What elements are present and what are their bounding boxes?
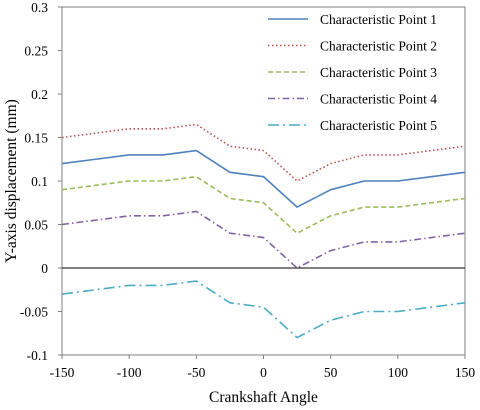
- series-line-2: [61, 123, 466, 182]
- legend-label-4: Characteristic Point 4: [320, 92, 437, 107]
- x-tick-label: -50: [187, 365, 205, 380]
- series-line-5: [61, 280, 466, 339]
- y-tick-label: 0.1: [31, 174, 48, 189]
- plot-border: [61, 6, 466, 356]
- x-tick-label: -150: [50, 365, 75, 380]
- series-line-3: [61, 175, 466, 234]
- y-tick-label: 0.15: [24, 131, 48, 146]
- series-line-4: [61, 210, 466, 269]
- legend: Characteristic Point 1 Characteristic Poi…: [268, 12, 437, 133]
- x-tick-label: 150: [455, 365, 476, 380]
- x-axis-ticks: -150 -100 -50 0 50 100 150: [50, 355, 476, 380]
- y-tick-label: 0.25: [24, 44, 48, 59]
- y-tick-label: 0.3: [31, 0, 48, 15]
- legend-label-5: Characteristic Point 5: [320, 118, 437, 133]
- legend-label-2: Characteristic Point 2: [320, 39, 437, 54]
- plot-area: [61, 6, 466, 356]
- legend-label-1: Characteristic Point 1: [320, 12, 437, 27]
- y-tick-label: 0.2: [31, 87, 48, 102]
- series-lines: [61, 123, 466, 339]
- series-line-1: [61, 149, 466, 208]
- y-axis-title: Y-axis displacement (mm): [3, 99, 20, 263]
- x-axis-title: Crankshaft Angle: [209, 389, 318, 406]
- y-tick-label: 0.05: [24, 218, 48, 233]
- x-tick-label: 50: [324, 365, 338, 380]
- y-tick-label: -0.05: [20, 305, 48, 320]
- y-tick-label: -0.1: [27, 348, 48, 363]
- x-tick-label: 100: [388, 365, 409, 380]
- legend-label-3: Characteristic Point 3: [320, 65, 437, 80]
- x-tick-label: 0: [260, 365, 267, 380]
- x-tick-label: -100: [117, 365, 142, 380]
- y-tick-label: 0: [41, 261, 48, 276]
- y-axis-ticks: -0.1 -0.05 0 0.05 0.1 0.15 0.2 0.25 0.3: [20, 0, 62, 363]
